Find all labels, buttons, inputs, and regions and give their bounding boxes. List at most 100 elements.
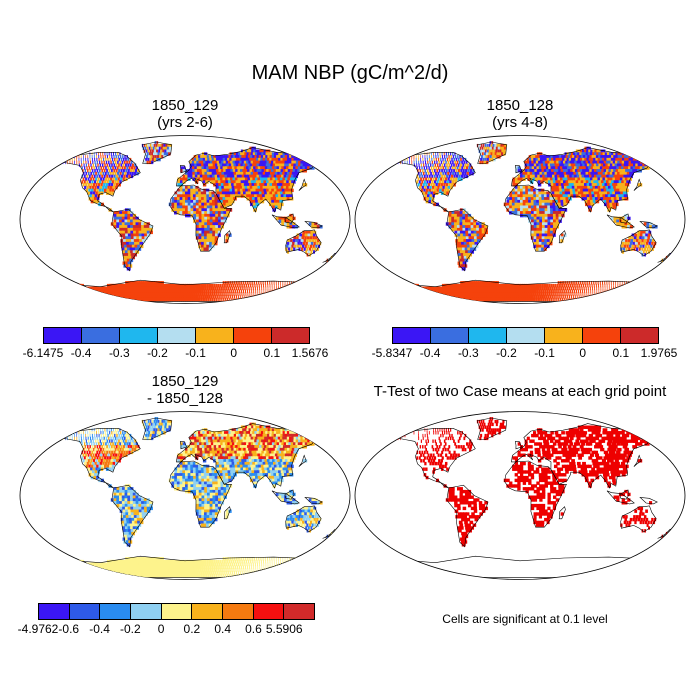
colorbar-swatch	[44, 328, 82, 343]
coastline-northAmerica	[59, 428, 141, 489]
coastline-uk	[179, 441, 188, 450]
coastline-greenland	[476, 141, 508, 164]
colorbar-swatch	[431, 328, 469, 343]
coastline-uk	[179, 165, 188, 174]
panel-title-case1: 1850_129 (yrs 2-6)	[70, 97, 300, 131]
colorbar-tick-label: 0	[157, 622, 165, 636]
map-grid-cells	[54, 141, 337, 302]
panel-title-case2-line2: (yrs 4-8)	[492, 114, 548, 131]
coastline-japan	[298, 454, 307, 467]
coastline-africa	[169, 184, 232, 252]
coastline-eurasia	[176, 147, 319, 213]
colorbar-tick-label: 1.9765	[640, 346, 678, 360]
colorbar-swatch	[507, 328, 545, 343]
colorbar-swatch	[469, 328, 507, 343]
coastline-uk	[514, 165, 523, 174]
coastline-southAmerica	[111, 208, 154, 272]
coastline-antarctica	[53, 555, 317, 578]
coastline-eurasia	[176, 423, 319, 489]
coastline-japan	[298, 178, 307, 191]
map-case1	[19, 135, 351, 304]
figure-title: MAM NBP (gC/m^2/d)	[251, 62, 449, 84]
colorbar-tick-label: -0.4	[419, 346, 441, 360]
coastline-japan	[633, 454, 642, 467]
coastline-greenland	[141, 417, 173, 440]
coastline-northAmerica	[59, 152, 141, 213]
coastline-newGuinea	[304, 221, 323, 229]
map-case2	[354, 135, 686, 304]
colorbar-tick-label: 0.1	[612, 346, 630, 360]
colorbar-tick-label: -0.6	[58, 622, 80, 636]
coastline-australia	[620, 229, 657, 257]
colorbar-swatch	[253, 604, 285, 619]
colorbar-tick-label: -5.8347	[371, 346, 413, 360]
colorbar-swatch	[131, 604, 162, 619]
colorbar-tick-label: -0.2	[119, 622, 141, 636]
coastline-eurasia	[511, 147, 654, 213]
coastline-indonesia	[606, 214, 635, 229]
colorbar-swatch	[545, 328, 583, 343]
coastline-madagascar	[558, 230, 566, 244]
coastline-greenland	[141, 141, 173, 164]
colorbar-swatch	[158, 328, 196, 343]
colorbar-tick-label: 0.6	[245, 622, 262, 636]
coastline-japan	[633, 178, 642, 191]
colorbar-tick-label: -6.1475	[22, 346, 64, 360]
coastline-madagascar	[558, 506, 566, 520]
panel-title-difference-line2: - 1850_128	[147, 390, 223, 407]
colorbar-swatch	[69, 604, 101, 619]
coastline-southAmerica	[111, 484, 154, 548]
coastline-australia	[620, 505, 657, 533]
colorbar-tick-label: -0.3	[457, 346, 479, 360]
colorbar-swatch	[234, 328, 272, 343]
significance-note: Cells are significant at 0.1 level	[442, 612, 608, 626]
colorbar-tick-label: 1.5676	[291, 346, 329, 360]
colorbar-tick-label: -0.2	[496, 346, 517, 360]
coastline-eurasia	[511, 423, 654, 489]
panel-title-difference-line1: 1850_129	[151, 373, 219, 390]
colorbar-tick-label: 0.1	[263, 346, 281, 360]
coastline-greenland	[476, 417, 508, 440]
panel-title-ttest: T-Test of two Case means at each grid po…	[373, 383, 667, 400]
coastline-indonesia	[271, 214, 300, 229]
colorbar-tick-label: -0.4	[89, 622, 110, 636]
map-grid-cells	[397, 417, 668, 547]
colorbar-swatch	[161, 604, 193, 619]
colorbar-swatch	[621, 328, 658, 343]
panel-title-difference: 1850_129 - 1850_128	[70, 373, 300, 407]
coastline-australia	[285, 505, 322, 533]
coastline-northAmerica	[394, 428, 476, 489]
panel-title-case1-line2: (yrs 2-6)	[157, 114, 213, 131]
colorbar-swatch	[39, 604, 70, 619]
coastline-indonesia	[606, 490, 635, 505]
colorbar-swatch	[272, 328, 309, 343]
colorbar-tick-label: -0.1	[534, 346, 555, 360]
map-ttest	[354, 411, 686, 580]
panel-title-case1-line1: 1850_129	[151, 97, 219, 114]
colorbar-tick-label: 0	[230, 346, 238, 360]
colorbar-swatch	[393, 328, 431, 343]
coastline-antarctica	[388, 279, 652, 302]
colorbar-tick-label: 0	[579, 346, 587, 360]
colorbar-swatch	[196, 328, 234, 343]
coastline-borneo	[619, 213, 630, 224]
panel-title-case2-line1: 1850_128	[486, 97, 554, 114]
coastline-borneo	[284, 489, 295, 500]
coastline-newGuinea	[304, 497, 323, 505]
panel-title-case2: 1850_128 (yrs 4-8)	[405, 97, 635, 131]
coastline-newGuinea	[639, 221, 658, 229]
colorbar-swatch	[100, 604, 132, 619]
coastline-africa	[504, 460, 567, 528]
coastline-africa	[169, 460, 232, 528]
colorbar-tick-label: 0.2	[183, 622, 201, 636]
colorbar-tick-label: -0.3	[108, 346, 130, 360]
coastline-antarctica	[53, 279, 317, 302]
colorbar-swatch	[82, 328, 120, 343]
colorbar-swatch	[120, 328, 158, 343]
colorbar-tick-label: -4.9762	[17, 622, 59, 636]
colorbar-tick-label: 5.5906	[265, 622, 303, 636]
map-grid-cells	[54, 417, 337, 578]
colorbar-tick-label: 0.4	[214, 622, 231, 636]
coastline-northAmerica	[394, 152, 476, 213]
coastline-borneo	[619, 489, 630, 500]
